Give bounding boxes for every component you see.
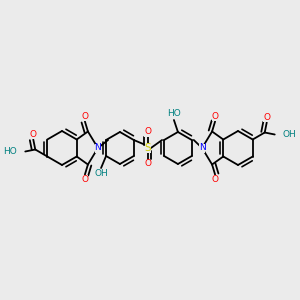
Text: O: O — [81, 112, 88, 121]
Text: O: O — [263, 113, 270, 122]
Text: O: O — [144, 128, 152, 136]
Text: OH: OH — [94, 169, 108, 178]
Text: OH: OH — [283, 130, 296, 139]
Text: S: S — [145, 143, 151, 153]
Text: N: N — [94, 143, 101, 152]
Text: HO: HO — [167, 110, 181, 118]
Text: O: O — [81, 175, 88, 184]
Text: O: O — [144, 160, 152, 169]
Text: O: O — [212, 175, 219, 184]
Text: O: O — [212, 112, 219, 121]
Text: N: N — [199, 143, 206, 152]
Text: O: O — [30, 130, 37, 139]
Text: HO: HO — [4, 147, 17, 156]
